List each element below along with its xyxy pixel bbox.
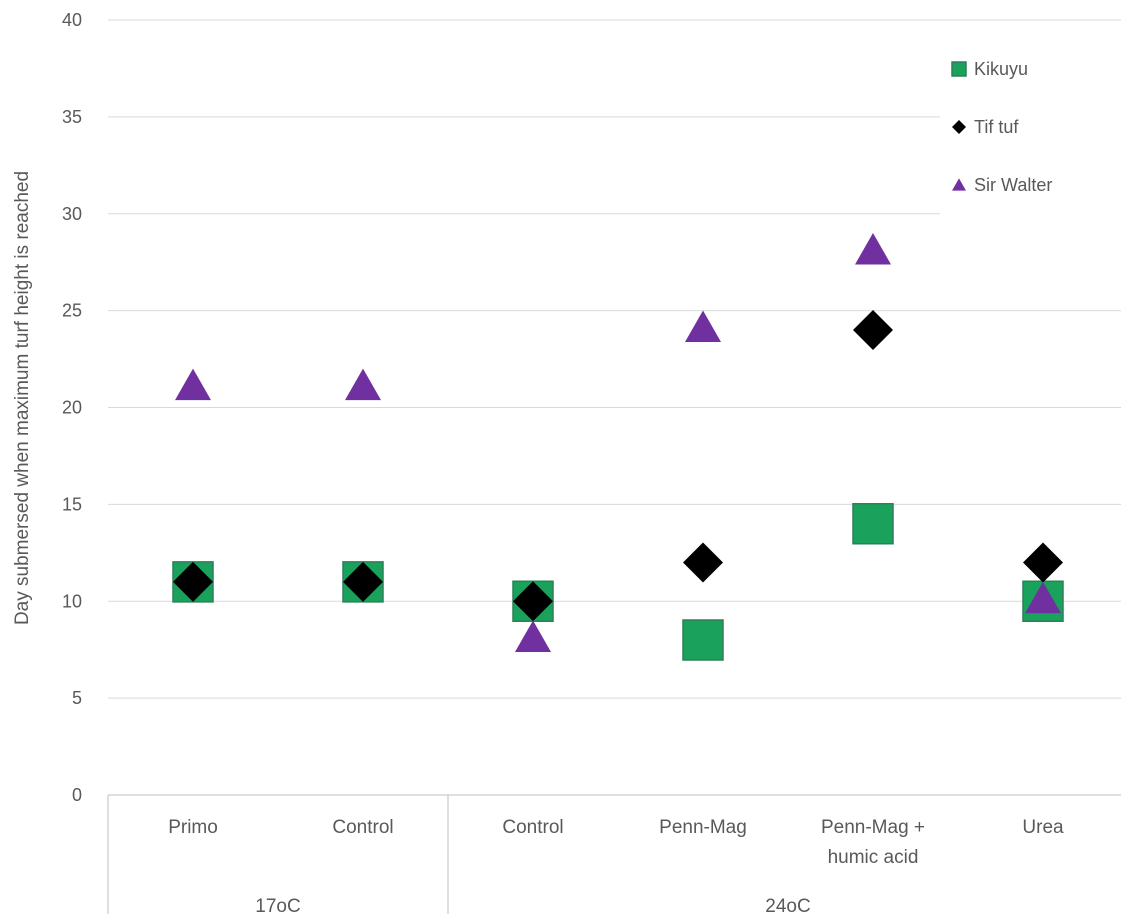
- x-category-label-line: Penn-Mag: [659, 817, 747, 838]
- x-category-label: Penn-Mag + humic acid: [821, 817, 925, 868]
- legend-marker: [952, 120, 966, 134]
- data-point-tif-tuf: [853, 310, 893, 350]
- legend-label: Tif tuf: [974, 117, 1019, 137]
- x-group-label: 24oC: [765, 896, 810, 914]
- data-points: [172, 232, 1064, 661]
- data-point-sir-walter: [345, 368, 381, 401]
- y-axis-label: Day submersed when maximum turf height i…: [12, 171, 33, 625]
- legend: Kikuyu Tif tuf Sir Walter: [940, 42, 1121, 217]
- legend-marker: [951, 61, 967, 77]
- x-category-label: Urea: [1022, 817, 1064, 838]
- gridlines: [108, 19, 1121, 699]
- x-group-label: 17oC: [255, 896, 300, 914]
- x-category-label-line: Control: [502, 817, 563, 838]
- data-point-tif-tuf: [513, 581, 553, 622]
- x-category-label-line: Penn-Mag +: [821, 817, 925, 838]
- x-category-label: Primo: [168, 817, 218, 838]
- data-point-kikuyu: [852, 503, 894, 545]
- y-tick-label: 20: [62, 398, 82, 418]
- data-point-tif-tuf: [173, 561, 213, 602]
- data-point-sir-walter: [855, 232, 891, 265]
- x-category-label: Control: [332, 817, 393, 838]
- data-point-sir-walter: [685, 310, 721, 342]
- y-tick-label: 15: [62, 494, 82, 514]
- legend-box: [940, 42, 1121, 217]
- data-point-sir-walter: [175, 368, 211, 401]
- x-category-label-line: Control: [332, 817, 393, 838]
- y-tick-label: 10: [62, 591, 82, 611]
- data-point-kikuyu: [682, 619, 724, 661]
- y-tick-label: 0: [72, 785, 82, 805]
- data-point-sir-walter: [515, 620, 551, 652]
- x-axis: Primo Control Control Penn-Mag Penn-Mag + hum…: [107, 794, 1121, 914]
- y-tick-label: 5: [72, 688, 82, 708]
- legend-label: Kikuyu: [974, 59, 1028, 79]
- y-tick-label: 25: [62, 301, 82, 321]
- x-category-label: Penn-Mag: [659, 817, 747, 838]
- y-tick-label: 30: [62, 204, 82, 224]
- x-category-label-line: Urea: [1022, 817, 1064, 838]
- y-axis-ticks: 0 5 10 15 20 25 30 35 40: [62, 10, 82, 805]
- x-category-label-line: Primo: [168, 817, 218, 838]
- legend-label: Sir Walter: [974, 175, 1052, 195]
- data-point-sir-walter: [1025, 581, 1061, 614]
- x-category-label-line: humic acid: [828, 847, 919, 868]
- y-tick-label: 40: [62, 10, 82, 30]
- x-category-label: Control: [502, 817, 563, 838]
- y-tick-label: 35: [62, 107, 82, 127]
- data-point-tif-tuf: [683, 542, 723, 583]
- data-point-tif-tuf: [1023, 542, 1063, 583]
- legend-marker: [952, 178, 966, 191]
- data-point-tif-tuf: [343, 561, 383, 602]
